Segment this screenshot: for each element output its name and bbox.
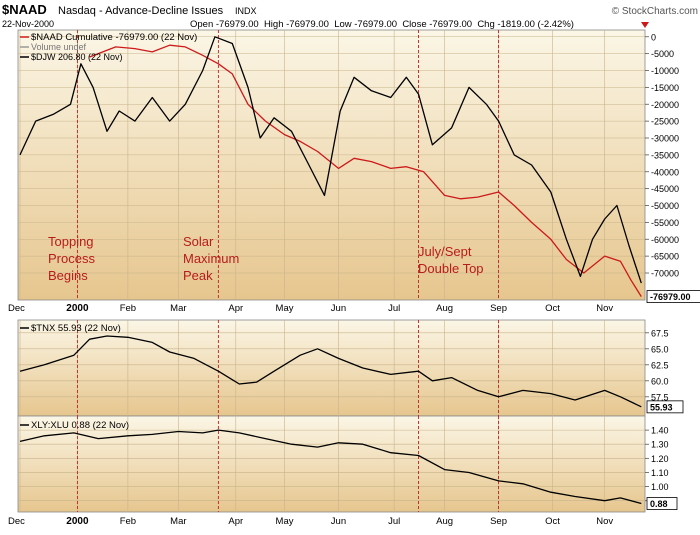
annotation-july-line: July/Sept <box>418 244 472 259</box>
series-line-djw <box>19 36 642 284</box>
x-tick-label: Nov <box>596 303 613 314</box>
x-tick-label: Feb <box>120 516 136 527</box>
legend-naad: $NAAD Cumulative -76979.00 (22 Nov) <box>31 32 197 43</box>
main-legend: $NAAD Cumulative -76979.00 (22 Nov) Volu… <box>20 32 197 62</box>
tnx-panel-bg <box>17 319 646 417</box>
y-tick-label: 65.0 <box>651 344 669 354</box>
series-line-tnx <box>19 335 642 408</box>
vertical-markers <box>76 30 500 512</box>
y-tick-label: -20000 <box>651 100 679 110</box>
y-tick-label: -35000 <box>651 150 679 160</box>
x-tick-label: Sep <box>490 303 507 314</box>
last-value-box <box>646 290 700 303</box>
x-tick-label: Mar <box>170 303 186 314</box>
x-tick-label: Jun <box>331 516 346 527</box>
annotation-topping-line: Begins <box>48 268 88 283</box>
y-tick-label: 1.40 <box>651 426 669 436</box>
x-tick-label: Dec <box>8 516 25 527</box>
x-tick-label: May <box>276 303 294 314</box>
y-tick-label: 1.00 <box>651 482 669 492</box>
y-tick-label: -55000 <box>651 218 679 228</box>
y-tick-label: 67.5 <box>651 328 669 338</box>
header-brand[interactable]: © StockCharts.com <box>612 6 698 17</box>
x-tick-label: Feb <box>120 303 136 314</box>
legend-tnx: $TNX 55.93 (22 Nov) <box>31 323 121 334</box>
x-tick-label: Dec <box>8 303 25 314</box>
y-tick-label: 1.30 <box>651 440 669 450</box>
last-value-label: 0.88 <box>650 499 668 509</box>
x-tick-label: Apr <box>228 303 243 314</box>
x-tick-label: Aug <box>436 303 453 314</box>
y-tick-label: 1.20 <box>651 454 669 464</box>
x-tick-label: Jul <box>388 516 400 527</box>
down-arrow-icon <box>641 22 649 28</box>
y-axis-labels: 0 -5000 -10000 -15000 -20000 -25000 -30000 -350… <box>645 32 700 510</box>
series-line-naad-cumulative <box>89 44 642 297</box>
y-tick-label: -40000 <box>651 167 679 177</box>
x-tick-label: 2000 <box>66 303 89 314</box>
x-axis-labels: Dec 2000 Feb Mar Apr May Jun Jul Aug Sep Oct Nov Dec… <box>8 303 613 527</box>
legend-djw: $DJW 206.80 (22 Nov) <box>31 52 123 62</box>
x-tick-label: Jul <box>388 303 400 314</box>
y-tick-label: 57.5 <box>651 392 669 402</box>
x-tick-label: Oct <box>545 303 560 314</box>
annotation-solar-line: Solar <box>183 234 214 249</box>
x-tick-label: Mar <box>170 516 186 527</box>
x-tick-label: Jun <box>331 303 346 314</box>
grid-lines <box>18 30 645 512</box>
x-tick-label: Aug <box>436 516 453 527</box>
annotation-topping: Topping Process Begins <box>48 234 95 283</box>
last-value-label: 55.93 <box>650 402 673 412</box>
y-tick-label: -10000 <box>651 66 679 76</box>
y-tick-label: -50000 <box>651 201 679 211</box>
x-tick-label: May <box>276 516 294 527</box>
ratio-legend: XLY:XLU 0.88 (22 Nov) <box>20 420 129 431</box>
x-tick-label: 2000 <box>66 516 89 527</box>
ratio-panel-bg <box>17 415 646 513</box>
last-value-label: -76979.00 <box>650 292 691 302</box>
y-tick-label: 0 <box>651 32 656 42</box>
legend-volume: Volume undef <box>31 42 87 52</box>
series-lines <box>19 36 642 505</box>
series-line-xly-xlu <box>19 429 642 505</box>
header-name: Nasdaq - Advance-Decline Issues <box>58 5 224 17</box>
y-tick-label: -70000 <box>651 269 679 279</box>
legend-ratio: XLY:XLU 0.88 (22 Nov) <box>31 420 129 431</box>
annotation-topping-line: Process <box>48 251 95 266</box>
last-value-box <box>646 497 678 510</box>
annotation-solar-line: Maximum <box>183 251 239 266</box>
annotation-topping-line: Topping <box>48 234 94 249</box>
annotation-july-line: Double Top <box>418 261 484 276</box>
main-panel-bg <box>17 29 646 301</box>
x-tick-label: Nov <box>596 516 613 527</box>
x-tick-label: Oct <box>545 516 560 527</box>
y-tick-label: -5000 <box>651 49 674 59</box>
y-tick-label: 1.10 <box>651 468 669 478</box>
x-tick-label: Sep <box>490 516 507 527</box>
header-quote-line: Open -76979.00 High -76979.00 Low -76979… <box>190 19 574 30</box>
last-value-box <box>646 400 684 414</box>
x-tick-label: Apr <box>228 516 243 527</box>
y-tick-label: -65000 <box>651 252 679 262</box>
y-tick-label: -45000 <box>651 184 679 194</box>
header-exchange: INDX <box>235 6 257 16</box>
y-tick-label: -15000 <box>651 83 679 93</box>
y-tick-label: 60.0 <box>651 376 669 386</box>
tnx-legend: $TNX 55.93 (22 Nov) <box>20 323 121 334</box>
y-tick-label: -30000 <box>651 134 679 144</box>
annotation-solar-line: Peak <box>183 268 213 283</box>
y-tick-label: -60000 <box>651 235 679 245</box>
header-symbol: $NAAD <box>2 2 47 17</box>
annotation-july: July/Sept Double Top <box>418 244 484 276</box>
y-tick-label: 62.5 <box>651 360 669 370</box>
y-tick-label: -25000 <box>651 117 679 127</box>
annotation-solar: Solar Maximum Peak <box>183 234 239 283</box>
header-date: 22-Nov-2000 <box>2 19 54 29</box>
